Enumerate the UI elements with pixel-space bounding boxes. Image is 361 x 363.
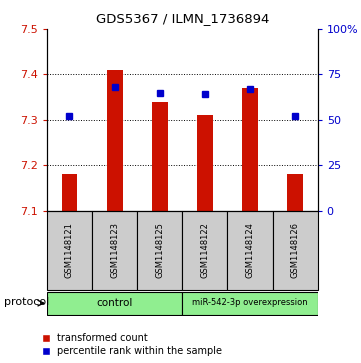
- Bar: [273, 211, 318, 290]
- Text: control: control: [96, 298, 133, 307]
- Bar: [197, 115, 213, 211]
- Text: GSM1148122: GSM1148122: [200, 223, 209, 278]
- Text: GSM1148126: GSM1148126: [291, 223, 300, 278]
- Bar: [107, 70, 122, 211]
- Bar: [182, 211, 227, 290]
- Bar: [62, 174, 77, 211]
- Text: GSM1148121: GSM1148121: [65, 223, 74, 278]
- Text: GSM1148123: GSM1148123: [110, 223, 119, 278]
- Bar: [47, 292, 182, 314]
- Bar: [242, 88, 258, 211]
- Bar: [152, 102, 168, 211]
- Bar: [182, 292, 318, 314]
- Text: protocol: protocol: [4, 297, 49, 307]
- Text: GSM1148124: GSM1148124: [245, 223, 255, 278]
- Bar: [47, 211, 92, 290]
- Text: GSM1148125: GSM1148125: [155, 223, 164, 278]
- Text: miR-542-3p overexpression: miR-542-3p overexpression: [192, 298, 308, 307]
- Bar: [287, 174, 303, 211]
- Bar: [137, 211, 182, 290]
- Legend: transformed count, percentile rank within the sample: transformed count, percentile rank withi…: [41, 331, 223, 358]
- Bar: [92, 211, 137, 290]
- Title: GDS5367 / ILMN_1736894: GDS5367 / ILMN_1736894: [96, 12, 269, 25]
- Bar: [227, 211, 273, 290]
